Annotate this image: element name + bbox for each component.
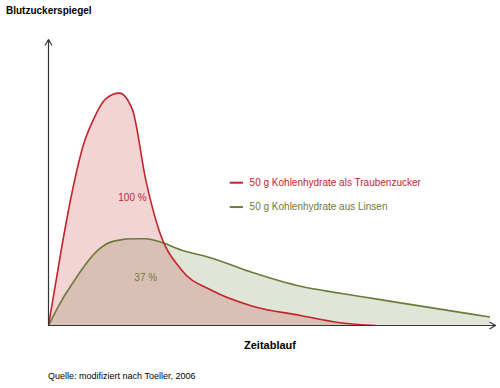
html-text:Quelle: modifiziert nach Toell: Quelle: modifiziert nach Toeller, 2006 xyxy=(48,371,196,381)
svg-text:37 %: 37 % xyxy=(134,272,157,283)
svg-text:50 g Kohlenhydrate aus Linsen: 50 g Kohlenhydrate aus Linsen xyxy=(250,201,388,212)
svg-text:100 %: 100 % xyxy=(118,192,146,203)
html-text:Zeitablauf: Zeitablauf xyxy=(244,339,296,351)
svg-text:50 g Kohlenhydrate als Trauben: 50 g Kohlenhydrate als Traubenzucker xyxy=(250,177,422,188)
html-text:Blutzuckerspiegel: Blutzuckerspiegel xyxy=(6,5,92,16)
